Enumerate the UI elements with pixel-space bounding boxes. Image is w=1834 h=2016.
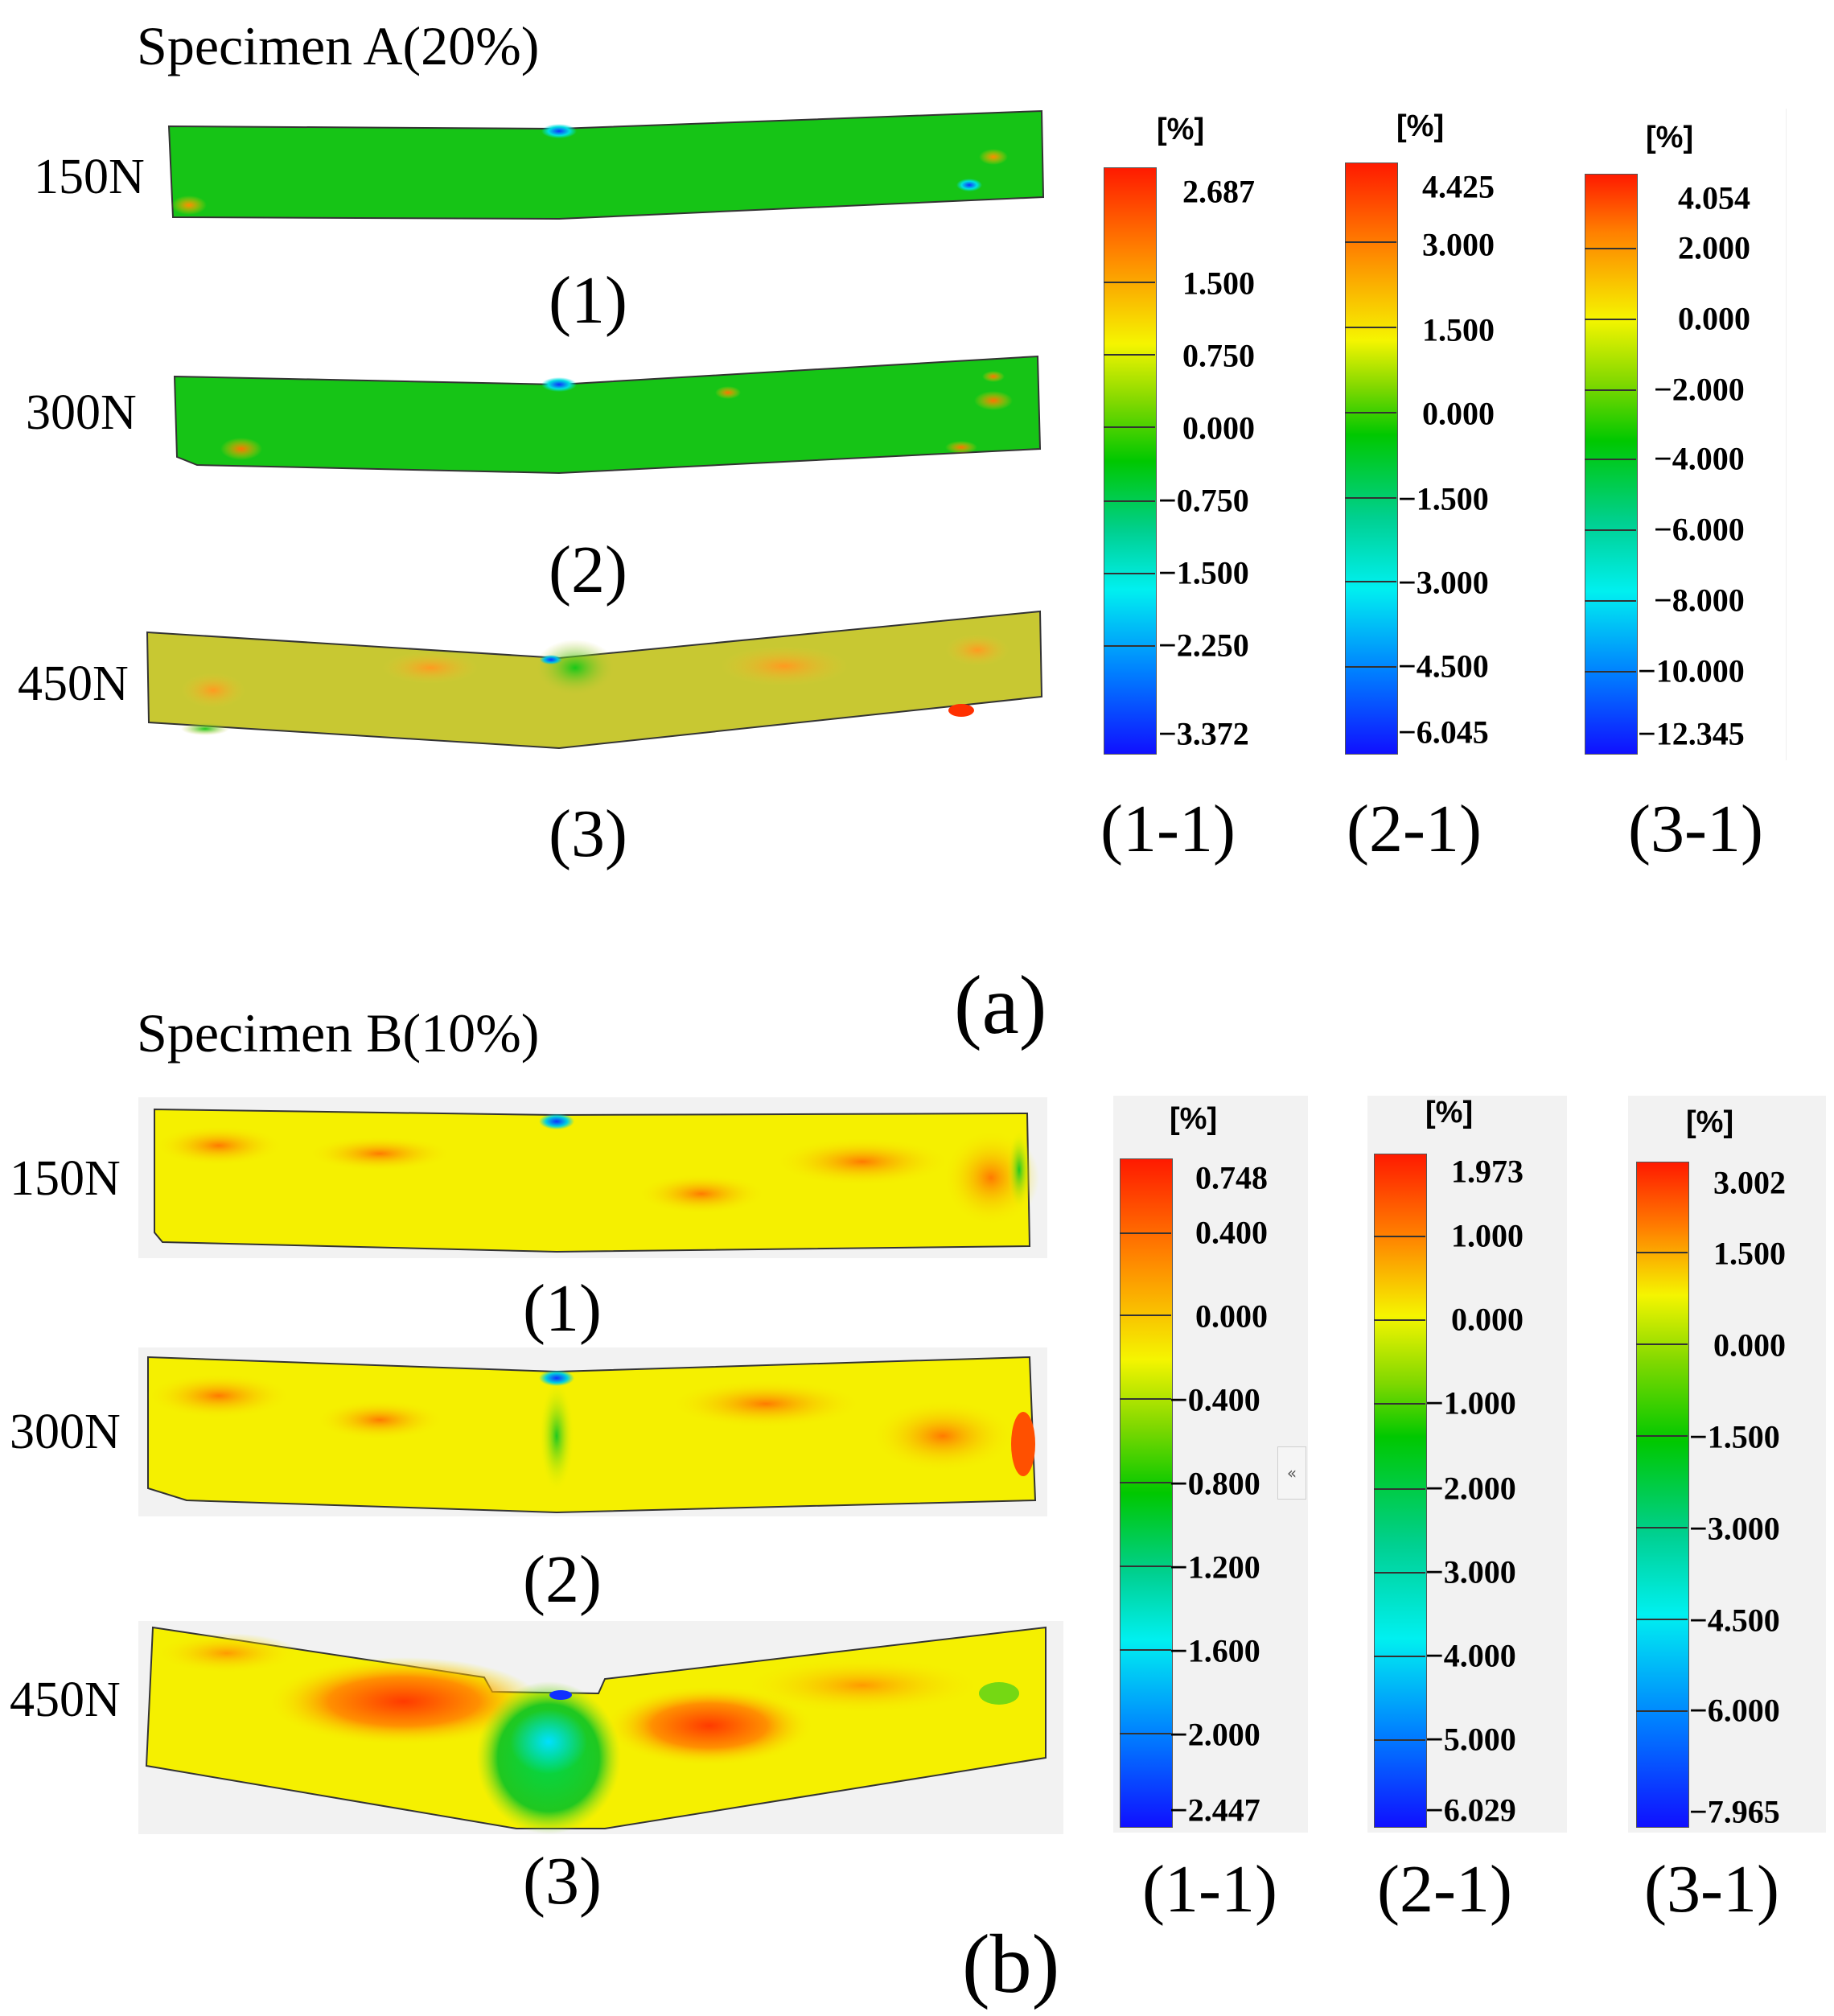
colorbar-tick: −7.965: [1689, 1793, 1780, 1830]
colorbar-label: (2-1): [1377, 1852, 1512, 1927]
colorbar-tick: −4.500: [1398, 648, 1489, 685]
colorbar-tick: −4.500: [1689, 1602, 1780, 1639]
colorbar-tick: −5.000: [1425, 1721, 1516, 1758]
colorbar-tick: −6.029: [1425, 1792, 1516, 1829]
colorbar-tick: −1.500: [1398, 480, 1489, 517]
colorbar-gradient: [1345, 163, 1398, 755]
colorbar-tick: 3.002: [1713, 1164, 1786, 1201]
panel-b-sublabel-1: (1): [523, 1271, 602, 1346]
colorbar-label: (2-1): [1347, 792, 1482, 866]
panel-a-beam-3-strain-map: [146, 610, 1043, 750]
colorbar-tick: 1.500: [1713, 1235, 1786, 1272]
colorbar-tick: −10.000: [1638, 652, 1745, 689]
panel-b-load-label-2: 300N: [10, 1405, 121, 1459]
colorbar-gradient: [1104, 167, 1157, 755]
collapse-panel-button[interactable]: «: [1277, 1446, 1306, 1500]
panel-a-sublabel-3: (3): [549, 796, 627, 871]
colorbar-tick: 0.000: [1451, 1301, 1524, 1338]
colorbar-label: (1-1): [1100, 792, 1236, 866]
colorbar-tick: 1.500: [1422, 311, 1495, 348]
colorbar-tick: −3.000: [1398, 564, 1489, 601]
colorbar-gradient: [1585, 174, 1638, 755]
colorbar-tick: −2.250: [1158, 627, 1249, 664]
panel-b-sublabel-2: (2): [523, 1542, 602, 1617]
colorbar-tick: −1.600: [1170, 1632, 1260, 1669]
colorbar-tick: −1.000: [1425, 1384, 1516, 1421]
colorbar-tick: −0.800: [1170, 1465, 1260, 1502]
panel-b-beam-3-strain-map: [138, 1621, 1063, 1834]
colorbar-tick: −3.000: [1425, 1553, 1516, 1590]
panel-b-beam-1-strain-map: [138, 1097, 1047, 1258]
panel-b-title: Specimen B(10%): [137, 1002, 540, 1064]
panel-b-load-label-1: 150N: [10, 1151, 121, 1206]
panel-a-load-label-3: 450N: [18, 656, 129, 711]
colorbar-tick: 2.687: [1182, 173, 1255, 210]
panel-a-load-label-1: 150N: [34, 150, 145, 204]
colorbar-tick: 0.000: [1678, 300, 1750, 337]
colorbar-tick: 0.400: [1195, 1214, 1268, 1251]
colorbar-tick: −0.750: [1158, 482, 1249, 519]
panel-b-label: (b): [962, 1918, 1060, 2010]
colorbar-unit: [%]: [1646, 121, 1694, 154]
colorbar-tick: 3.000: [1422, 226, 1495, 263]
colorbar-tick: 0.000: [1182, 409, 1255, 446]
colorbar-tick: −0.400: [1170, 1381, 1260, 1418]
panel-b-beam-2-strain-map: [138, 1347, 1047, 1516]
panel-b-load-label-3: 450N: [10, 1672, 121, 1727]
colorbar-tick: −6.000: [1689, 1692, 1780, 1729]
colorbar-tick: 0.000: [1713, 1327, 1786, 1364]
colorbar-unit: [%]: [1170, 1102, 1218, 1136]
colorbar-tick: −8.000: [1654, 582, 1745, 619]
panel-a-title: Specimen A(20%): [137, 15, 540, 76]
colorbar-tick: −2.000: [1654, 371, 1745, 408]
panel-a-beam-2-strain-map: [173, 355, 1042, 475]
colorbar-tick: −2.000: [1170, 1716, 1260, 1753]
colorbar-tick: −3.372: [1158, 715, 1249, 752]
colorbar-tick: −1.200: [1170, 1549, 1260, 1586]
panel-a-sublabel-2: (2): [549, 533, 627, 607]
colorbar-tick: −1.500: [1689, 1418, 1780, 1455]
colorbar-label: (3-1): [1644, 1852, 1779, 1927]
colorbar-tick: 2.000: [1678, 229, 1750, 266]
panel-a-beam-1-strain-map: [167, 109, 1045, 220]
colorbar-tick: −4.000: [1654, 440, 1745, 477]
colorbar-tick: 4.054: [1678, 179, 1750, 216]
colorbar-tick: 0.748: [1195, 1159, 1268, 1196]
colorbar-tick: 1.500: [1182, 265, 1255, 302]
colorbar-tick: −12.345: [1638, 715, 1745, 752]
colorbar-gradient: [1636, 1162, 1689, 1828]
colorbar-tick: 0.000: [1422, 395, 1495, 432]
colorbar-tick: 0.000: [1195, 1298, 1268, 1335]
colorbar-tick: 1.000: [1451, 1217, 1524, 1254]
panel-a-sublabel-1: (1): [549, 263, 627, 338]
panel-a-load-label-2: 300N: [26, 385, 137, 440]
colorbar-tick: −2.447: [1170, 1792, 1260, 1829]
colorbar-tick: −6.000: [1654, 511, 1745, 548]
colorbar-unit: [%]: [1686, 1105, 1734, 1139]
colorbar-tick: −3.000: [1689, 1510, 1780, 1547]
panel-a-label: (a): [954, 959, 1047, 1051]
panel-b-sublabel-3: (3): [523, 1844, 602, 1919]
colorbar-tick: 0.750: [1182, 337, 1255, 374]
colorbar-tick: −2.000: [1425, 1470, 1516, 1507]
colorbar-tick: 1.973: [1451, 1153, 1524, 1190]
colorbar-gradient: [1120, 1158, 1173, 1828]
colorbar-tick: −1.500: [1158, 554, 1249, 591]
colorbar-unit: [%]: [1396, 109, 1445, 143]
colorbar-label: (1-1): [1142, 1852, 1277, 1927]
colorbar-gradient: [1374, 1154, 1427, 1828]
colorbar-unit: [%]: [1425, 1096, 1474, 1129]
colorbar-unit: [%]: [1157, 113, 1205, 146]
colorbar-tick: −6.045: [1398, 714, 1489, 751]
colorbar-tick: −4.000: [1425, 1637, 1516, 1674]
colorbar-label: (3-1): [1628, 792, 1763, 866]
colorbar-tick: 4.425: [1422, 168, 1495, 205]
